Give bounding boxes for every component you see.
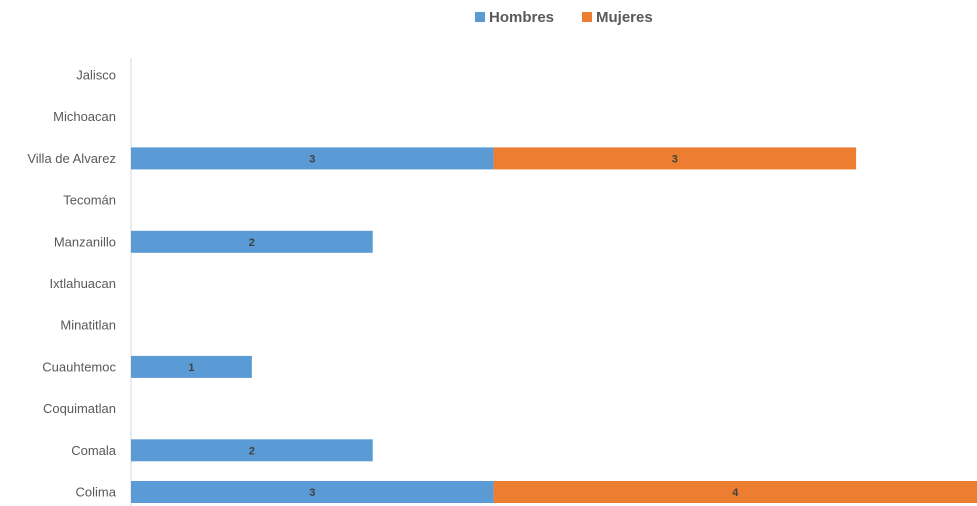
data-label-hombres-manzanillo: 2 xyxy=(249,237,255,249)
data-labels: 3 3 2 1 2 3 4 xyxy=(188,153,739,499)
category-label-minatitlan: Minatitlan xyxy=(60,318,116,333)
category-labels: Jalisco Michoacan Villa de Alvarez Tecomán M… xyxy=(27,68,116,500)
category-label-cuauhtemoc: Cuauhtemoc xyxy=(42,359,116,374)
category-label-colima: Colima xyxy=(76,485,117,500)
data-label-hombres-cuauhtemoc: 1 xyxy=(188,362,194,374)
bar-hombres-cuauhtemoc xyxy=(131,355,252,378)
data-label-mujeres-villa-de-alvarez: 3 xyxy=(672,153,678,165)
category-label-coquimatlan: Coquimatlan xyxy=(43,401,116,416)
data-label-hombres-colima: 3 xyxy=(309,487,315,499)
bar-hombres-manzanillo xyxy=(131,230,373,253)
category-label-jalisco: Jalisco xyxy=(76,68,116,83)
bar-hombres-colima xyxy=(131,481,494,503)
legend-swatch-hombres xyxy=(475,12,485,22)
data-label-hombres-comala: 2 xyxy=(249,445,255,457)
legend-label-mujeres: Mujeres xyxy=(596,9,653,26)
category-label-villa-de-alvarez: Villa de Alvarez xyxy=(27,151,116,166)
bar-mujeres-colima xyxy=(493,481,977,503)
bar-hombres-comala xyxy=(131,439,373,462)
category-label-michoacan: Michoacan xyxy=(53,109,116,124)
category-label-comala: Comala xyxy=(71,443,117,458)
legend-entry-hombres: Hombres xyxy=(475,9,554,26)
legend: Hombres Mujeres xyxy=(475,9,653,26)
data-label-mujeres-colima: 4 xyxy=(732,487,739,499)
bar-hombres-villa-de-alvarez xyxy=(131,147,494,170)
category-label-tecoman: Tecomán xyxy=(63,193,116,208)
data-label-hombres-villa-de-alvarez: 3 xyxy=(309,153,315,165)
bars xyxy=(131,147,977,503)
legend-label-hombres: Hombres xyxy=(489,9,554,26)
bar-mujeres-villa-de-alvarez xyxy=(493,147,857,170)
legend-swatch-mujeres xyxy=(582,12,592,22)
legend-entry-mujeres: Mujeres xyxy=(582,9,653,26)
category-label-ixtlahuacan: Ixtlahuacan xyxy=(50,276,117,291)
category-label-manzanillo: Manzanillo xyxy=(54,234,116,249)
